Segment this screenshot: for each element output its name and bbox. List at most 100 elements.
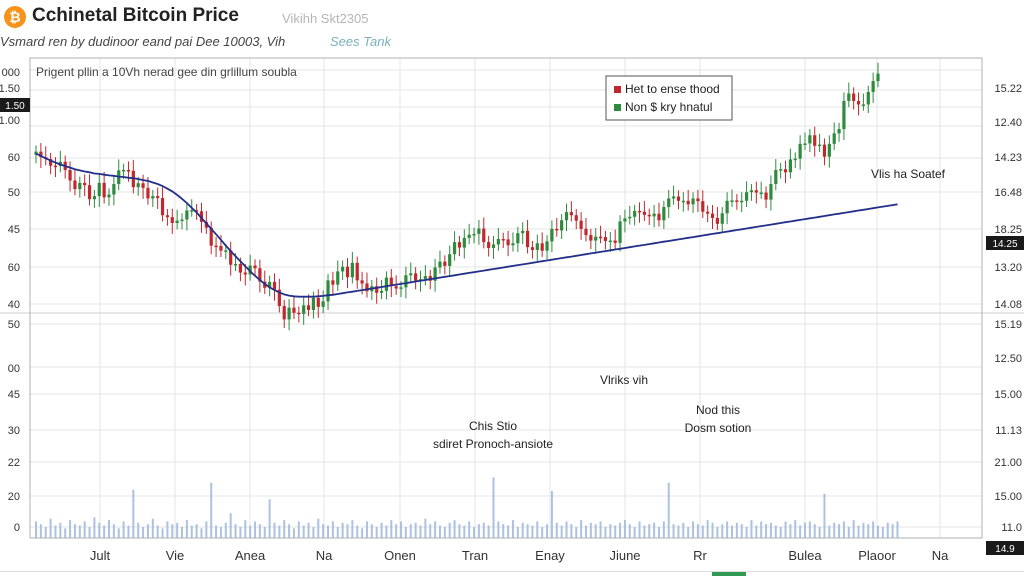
candle-body — [783, 169, 788, 173]
volume-bar — [550, 491, 553, 538]
candle-body — [102, 182, 106, 198]
candle-body — [457, 242, 462, 248]
volume-bar — [726, 521, 729, 538]
volume-bar — [784, 521, 787, 538]
volume-bar — [570, 524, 573, 538]
candle-body — [866, 91, 870, 105]
volume-bar — [638, 521, 641, 538]
volume-bar — [755, 525, 758, 538]
candle-body — [433, 267, 437, 281]
candle-body — [472, 233, 476, 236]
candle-body — [764, 192, 768, 200]
candle-body — [209, 227, 213, 246]
left-price-badge — [0, 98, 30, 112]
candle-body — [165, 215, 170, 218]
chart-annotation: Nod this — [696, 403, 740, 417]
candle-body — [345, 266, 350, 278]
candle-body — [496, 239, 500, 245]
candle-body — [277, 289, 281, 307]
volume-bar — [59, 522, 62, 538]
volume-bar — [292, 528, 295, 538]
y-tick-label-left: 50 — [8, 319, 20, 331]
volume-bar — [215, 525, 218, 538]
volume-bar — [818, 526, 821, 538]
volume-bar — [623, 520, 626, 538]
volume-bar — [696, 524, 699, 538]
volume-bar — [297, 521, 300, 538]
candle-body — [233, 263, 238, 266]
candle-body — [268, 281, 272, 288]
candle-body — [248, 265, 252, 275]
candle-body — [584, 228, 588, 236]
candle-body — [555, 228, 559, 231]
candle-body — [545, 241, 549, 251]
volume-bar — [589, 522, 592, 538]
volume-bar — [735, 522, 738, 538]
x-tick-label: Plaoor — [858, 548, 896, 563]
candle-body — [589, 235, 593, 241]
volume-bar — [769, 522, 772, 538]
volume-bar — [390, 520, 393, 538]
volume-bar — [852, 520, 855, 538]
volume-bar — [667, 482, 670, 538]
candle-body — [871, 81, 875, 92]
x-tick-label: Tran — [462, 548, 488, 563]
volume-bar — [745, 526, 748, 538]
volume-bar — [78, 525, 81, 538]
candle-body — [701, 201, 705, 212]
volume-bar — [492, 477, 495, 538]
candle-body — [788, 159, 792, 173]
candle-body — [847, 93, 851, 101]
candle-body — [759, 192, 763, 195]
volume-bar — [239, 526, 242, 538]
candle-body — [141, 183, 145, 188]
volume-bar — [458, 524, 461, 538]
volume-bar — [341, 522, 344, 538]
volume-bar — [54, 525, 57, 538]
chart-annotation: Vlriks vih — [600, 373, 648, 387]
volume-bar — [317, 518, 320, 538]
volume-bar — [137, 522, 140, 538]
volume-bar — [49, 518, 52, 538]
candle-body — [671, 196, 676, 199]
volume-bar — [716, 526, 719, 538]
volume-bar — [205, 521, 208, 538]
volume-bar — [604, 526, 607, 538]
candle-body — [92, 196, 97, 200]
candle-body — [68, 169, 72, 181]
candle-body — [156, 196, 160, 199]
candle-body — [642, 211, 646, 215]
volume-bar — [278, 525, 281, 538]
volume-bar — [881, 526, 884, 538]
volume-bar — [185, 520, 188, 538]
y-tick-label-left: 20 — [8, 491, 20, 503]
candle-body — [598, 236, 603, 239]
candle-body — [272, 281, 277, 290]
volume-bar — [64, 528, 67, 538]
bottom-divider — [0, 571, 1024, 572]
y-tick-label-right: 11.0 — [1001, 522, 1022, 534]
candle-body — [744, 192, 749, 201]
candle-body — [735, 200, 739, 202]
volume-bar — [351, 520, 354, 538]
candle-body — [414, 273, 418, 281]
candle-body — [706, 211, 710, 214]
candle-body — [487, 242, 491, 248]
volume-bar — [633, 526, 636, 538]
volume-bar — [224, 522, 227, 538]
bottom-scroll-indicator[interactable] — [712, 572, 746, 576]
candle-body — [219, 246, 223, 251]
volume-bar — [249, 525, 252, 538]
volume-bar — [653, 522, 656, 538]
volume-bar — [200, 528, 203, 538]
candle-body — [365, 283, 369, 292]
volume-bar — [555, 522, 558, 538]
candle-body — [394, 286, 398, 289]
volume-bar — [511, 520, 514, 538]
candle-body — [560, 220, 564, 231]
candle-body — [769, 184, 773, 200]
volume-bar — [721, 524, 724, 538]
candle-body — [856, 100, 861, 105]
x-tick-label: Vie — [166, 548, 185, 563]
